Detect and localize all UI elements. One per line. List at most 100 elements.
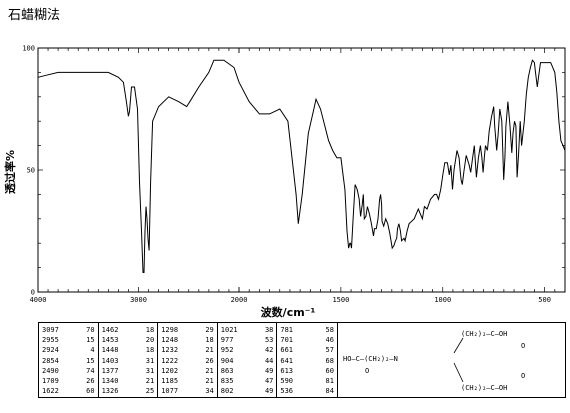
plot-border bbox=[37, 47, 566, 293]
peak-row: 904 44 bbox=[221, 356, 274, 366]
peak-row: 2955 15 bbox=[42, 335, 95, 345]
peak-row: 863 49 bbox=[221, 366, 274, 376]
peak-wavenumber: 1326 bbox=[101, 387, 119, 396]
structure-upper-branch: (CH₂)₂—C—OH bbox=[461, 330, 507, 338]
peak-wavenumber: 1453 bbox=[101, 336, 119, 345]
peak-wavenumber: 863 bbox=[220, 366, 234, 375]
peak-table-column: 1021 38 977 53 952 42 904 44 863 49 835 47 802 49 bbox=[218, 323, 278, 397]
peak-transmittance: 26 bbox=[86, 377, 95, 386]
peak-wavenumber: 835 bbox=[220, 377, 234, 386]
chart-title: 石蜡糊法 bbox=[8, 8, 61, 23]
peak-wavenumber: 1222 bbox=[161, 356, 179, 365]
peak-transmittance: 26 bbox=[205, 356, 214, 365]
peak-wavenumber: 701 bbox=[280, 336, 294, 345]
peak-transmittance: 21 bbox=[205, 346, 214, 355]
peak-transmittance: 18 bbox=[145, 326, 155, 334]
peak-transmittance: 46 bbox=[325, 336, 334, 345]
peak-row: 1021 38 bbox=[221, 325, 274, 335]
x-tick-label: 3000 bbox=[130, 296, 147, 304]
peak-row: 613 60 bbox=[280, 366, 334, 376]
peak-row: 641 68 bbox=[280, 356, 334, 366]
peak-wavenumber: 1622 bbox=[42, 387, 59, 396]
peak-transmittance: 84 bbox=[325, 387, 334, 396]
peak-wavenumber: 613 bbox=[280, 366, 294, 375]
peak-wavenumber: 802 bbox=[220, 387, 234, 396]
peak-wavenumber: 2490 bbox=[42, 366, 59, 375]
peak-transmittance: 25 bbox=[145, 387, 155, 396]
peak-transmittance: 31 bbox=[145, 366, 155, 375]
peak-row: 835 47 bbox=[221, 376, 274, 386]
peak-wavenumber: 1202 bbox=[161, 366, 179, 375]
peak-row: 952 42 bbox=[221, 345, 274, 355]
structure-oxygen-mid: O bbox=[365, 367, 369, 375]
peak-row: 2490 74 bbox=[42, 366, 95, 376]
peak-transmittance: 21 bbox=[145, 377, 155, 386]
x-tick-labels: 4000 3000 2000 1500 1000 500 bbox=[30, 296, 551, 304]
peak-row: 1448 18 bbox=[102, 345, 155, 355]
peak-wavenumber: 1709 bbox=[42, 377, 59, 386]
molecular-structure: HO—C—(CH₂)₂—N (CH₂)₂—C—OH (CH₂)₂—C—OH O … bbox=[337, 322, 566, 398]
peak-row: 1403 31 bbox=[102, 356, 155, 366]
peak-wavenumber: 781 bbox=[280, 326, 294, 334]
peak-row: 1462 18 bbox=[102, 325, 155, 335]
peak-transmittance: 81 bbox=[325, 377, 334, 386]
peak-row: 1185 21 bbox=[161, 376, 214, 386]
peak-transmittance: 47 bbox=[264, 377, 274, 386]
peak-wavenumber: 661 bbox=[280, 346, 294, 355]
peak-row: 1202 21 bbox=[161, 366, 214, 376]
x-tick-label: 500 bbox=[538, 296, 551, 304]
peak-transmittance: 38 bbox=[264, 326, 274, 334]
peak-table: 3097 70 2955 15 2924 4 2854 15 2490 74 1709 26 1622 6… bbox=[38, 322, 338, 398]
peak-transmittance: 49 bbox=[264, 387, 274, 396]
x-axis-label: 波数/cm⁻¹ bbox=[261, 305, 316, 319]
peak-row: 1709 26 bbox=[42, 376, 95, 386]
peak-row: 1222 26 bbox=[161, 356, 214, 366]
peak-transmittance: 60 bbox=[86, 387, 95, 396]
axis-ticks bbox=[37, 47, 566, 293]
peak-table-column: 3097 70 2955 15 2924 4 2854 15 2490 74 1709 26 1622 6… bbox=[39, 323, 99, 397]
peak-transmittance: 44 bbox=[264, 356, 274, 365]
peak-transmittance: 20 bbox=[145, 336, 155, 345]
structure-lower-branch: (CH₂)₂—C—OH bbox=[461, 384, 507, 392]
peak-wavenumber: 1462 bbox=[101, 326, 119, 334]
peak-row: 1077 34 bbox=[161, 386, 214, 396]
peak-transmittance: 70 bbox=[86, 326, 95, 334]
peak-row: 590 81 bbox=[280, 376, 334, 386]
peak-wavenumber: 3097 bbox=[42, 326, 59, 334]
peak-wavenumber: 1185 bbox=[161, 377, 179, 386]
peak-row: 802 49 bbox=[221, 386, 274, 396]
peak-wavenumber: 1021 bbox=[220, 326, 238, 334]
peak-transmittance: 74 bbox=[86, 366, 95, 375]
peak-row: 701 46 bbox=[280, 335, 334, 345]
peak-wavenumber: 2854 bbox=[42, 356, 59, 365]
peak-transmittance: 21 bbox=[205, 377, 214, 386]
bond-up bbox=[453, 337, 464, 354]
peak-transmittance: 15 bbox=[86, 336, 95, 345]
peak-transmittance: 49 bbox=[264, 366, 274, 375]
peak-transmittance: 42 bbox=[264, 346, 274, 355]
y-axis-label: 透过率% bbox=[3, 150, 17, 194]
peak-row: 977 53 bbox=[221, 335, 274, 345]
peak-transmittance: 15 bbox=[86, 356, 95, 365]
y-tick-labels: 100 50 0 bbox=[22, 45, 35, 297]
peak-wavenumber: 1403 bbox=[101, 356, 119, 365]
structure-left-label: HO—C—(CH₂)₂—N bbox=[343, 355, 398, 363]
peak-wavenumber: 1248 bbox=[161, 336, 179, 345]
bond-down bbox=[453, 362, 464, 383]
peak-transmittance: 29 bbox=[205, 326, 214, 334]
peak-transmittance: 4 bbox=[90, 346, 95, 355]
peak-row: 3097 70 bbox=[42, 325, 95, 335]
peak-table-column: 781 58 701 46 661 57 641 68 613 60 590 81 536 84 bbox=[277, 323, 337, 397]
peak-wavenumber: 1298 bbox=[161, 326, 179, 334]
x-tick-label: 1500 bbox=[332, 296, 349, 304]
x-tick-label: 4000 bbox=[30, 296, 47, 304]
peak-table-column: 1298 29 1248 18 1232 21 1222 26 1202 21 1185 21 1077… bbox=[158, 323, 218, 397]
y-tick-label: 100 bbox=[22, 45, 35, 53]
peak-wavenumber: 2955 bbox=[42, 336, 59, 345]
peak-wavenumber: 536 bbox=[280, 387, 294, 396]
peak-transmittance: 68 bbox=[325, 356, 334, 365]
peak-transmittance: 53 bbox=[264, 336, 274, 345]
x-tick-label: 1000 bbox=[434, 296, 451, 304]
peak-row: 1326 25 bbox=[102, 386, 155, 396]
